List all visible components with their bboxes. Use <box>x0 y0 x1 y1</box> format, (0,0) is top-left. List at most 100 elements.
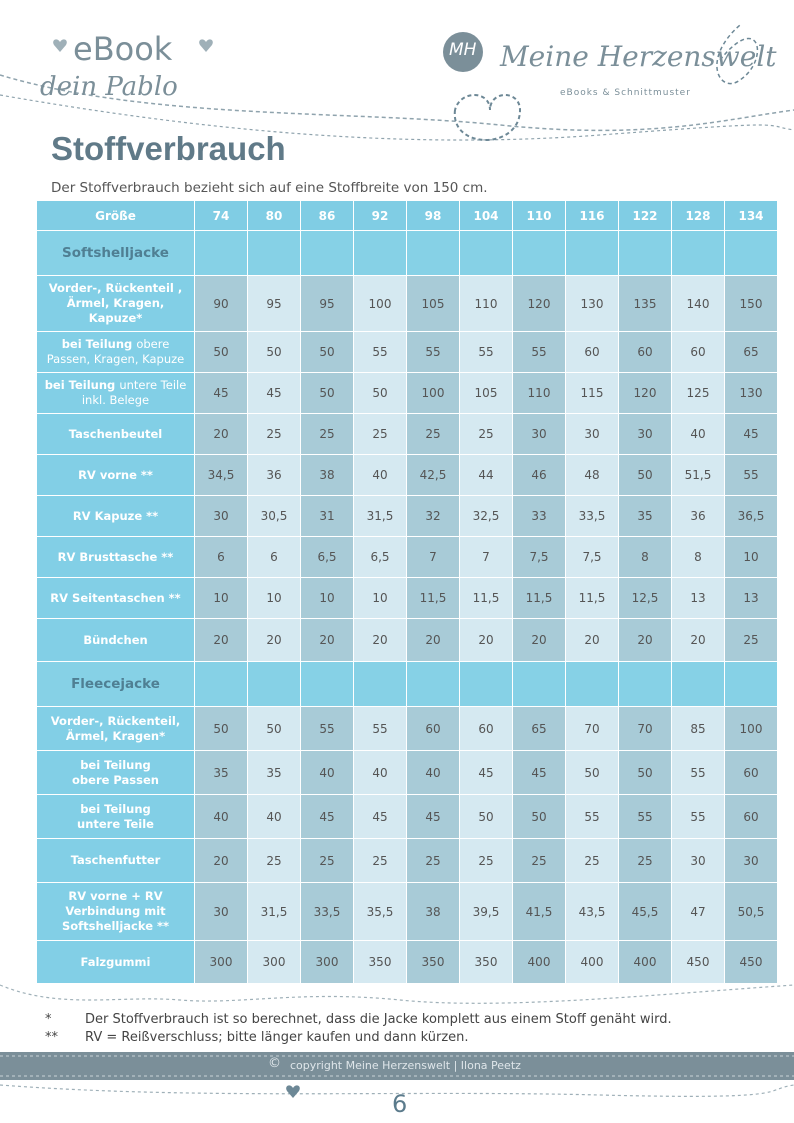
value-cell: 25 <box>353 838 407 883</box>
value-cell: 50 <box>247 706 301 751</box>
value-cell: 30 <box>618 413 672 455</box>
value-cell: 25 <box>618 838 672 883</box>
empty-cell <box>724 230 778 276</box>
value-cell: 12,5 <box>618 577 672 619</box>
header-cell: 128 <box>671 200 725 231</box>
value-cell: 30 <box>724 838 778 883</box>
section-row: Softshelljacke <box>36 230 778 276</box>
data-row: Bündchen 20 20 20 20 20 20 20 20 20 20 25 <box>36 618 778 662</box>
value-cell: 43,5 <box>565 882 619 941</box>
row-label: bei Teilung obere Passen, Kragen, Kapuze <box>36 331 195 373</box>
value-cell: 400 <box>565 940 619 984</box>
value-cell: 20 <box>300 618 354 662</box>
empty-cell <box>565 661 619 707</box>
header-cell: 98 <box>406 200 460 231</box>
value-cell: 11,5 <box>406 577 460 619</box>
row-label: Vorder-, Rückenteil, Ärmel, Kragen* <box>36 706 195 751</box>
empty-cell <box>512 661 566 707</box>
value-cell: 55 <box>459 331 513 373</box>
value-cell: 50 <box>618 454 672 496</box>
data-row: RV vorne ** 34,5 36 38 40 42,5 44 46 48 50 51,5 55 <box>36 454 778 496</box>
value-cell: 8 <box>671 536 725 578</box>
label-text: bei Teilung untere Teile <box>77 801 154 831</box>
row-label: Taschenfutter <box>36 838 195 883</box>
header-cell: Größe <box>36 200 195 231</box>
label-note: obere Passen, Kragen, Kapuze <box>46 337 185 366</box>
value-cell: 10 <box>194 577 248 619</box>
row-label: RV vorne + RV Verbindung mit Softshellja… <box>36 882 195 941</box>
empty-cell <box>618 230 672 276</box>
value-cell: 35,5 <box>353 882 407 941</box>
value-cell: 20 <box>565 618 619 662</box>
label-note: untere Teile inkl. Belege <box>81 378 187 407</box>
page-number: 6 <box>392 1090 408 1118</box>
empty-cell <box>459 230 513 276</box>
value-cell: 34,5 <box>194 454 248 496</box>
value-cell: 60 <box>459 706 513 751</box>
value-cell: 7,5 <box>512 536 566 578</box>
value-cell: 55 <box>565 794 619 839</box>
value-cell: 20 <box>459 618 513 662</box>
value-cell: 41,5 <box>512 882 566 941</box>
value-cell: 55 <box>512 331 566 373</box>
value-cell: 130 <box>724 372 778 414</box>
value-cell: 7 <box>459 536 513 578</box>
data-row: RV Kapuze ** 30 30,5 31 31,5 32 32,5 33 33,5 35 36… <box>36 495 778 537</box>
logo-initials: MH <box>449 40 477 60</box>
value-cell: 32 <box>406 495 460 537</box>
header-cell: 122 <box>618 200 672 231</box>
label-text: Vorder-, Rückenteil , Ärmel, Kragen, Kap… <box>48 281 183 325</box>
footnote-text: Der Stoffverbrauch ist so berechnet, das… <box>85 1012 672 1027</box>
value-cell: 33,5 <box>565 495 619 537</box>
ebook: eBook <box>73 30 173 68</box>
row-label: bei Teilung obere Passen <box>36 750 195 795</box>
empty-cell <box>724 661 778 707</box>
value-cell: 400 <box>618 940 672 984</box>
value-cell: 25 <box>459 413 513 455</box>
data-row: RV Brusttasche ** 6 6 6,5 6,5 7 7 7,5 7,5 8 8 10 <box>36 536 778 578</box>
value-cell: 30 <box>194 882 248 941</box>
section-title: Softshelljacke <box>36 230 195 276</box>
value-cell: 130 <box>565 275 619 332</box>
value-cell: 39,5 <box>459 882 513 941</box>
footnote-text: RV = Reißverschluss; bitte länger kaufen… <box>85 1030 469 1045</box>
value-cell: 45,5 <box>618 882 672 941</box>
value-cell: 51,5 <box>671 454 725 496</box>
usage-table: Größe 74 80 86 92 98 104 110 116 122 128 134 Softshe… <box>36 200 778 984</box>
value-cell: 135 <box>618 275 672 332</box>
value-cell: 42,5 <box>406 454 460 496</box>
label-text: bei Teilung <box>61 337 133 351</box>
value-cell: 20 <box>194 618 248 662</box>
value-cell: 10 <box>724 536 778 578</box>
value-cell: 350 <box>459 940 513 984</box>
value-cell: 31,5 <box>353 495 407 537</box>
value-cell: 25 <box>724 618 778 662</box>
empty-cell <box>671 230 725 276</box>
value-cell: 100 <box>724 706 778 751</box>
data-row: RV Seitentaschen ** 10 10 10 10 11,5 11,5 11,5 1… <box>36 577 778 619</box>
value-cell: 6 <box>194 536 248 578</box>
row-label: RV Seitentaschen ** <box>36 577 195 619</box>
label-text: RV Brusttasche ** <box>57 549 174 564</box>
label-text: Falzgummi <box>80 954 151 969</box>
value-cell: 350 <box>406 940 460 984</box>
value-cell: 60 <box>565 331 619 373</box>
data-row: Taschenbeutel 20 25 25 25 25 25 30 30 30 40 45 <box>36 413 778 455</box>
label-text: RV vorne ** <box>78 467 153 482</box>
value-cell: 55 <box>618 794 672 839</box>
value-cell: 33,5 <box>300 882 354 941</box>
value-cell: 25 <box>353 413 407 455</box>
section-row: Fleecejacke <box>36 661 778 707</box>
value-cell: 55 <box>671 750 725 795</box>
footnote-mark: ** <box>45 1030 58 1045</box>
label-text: Taschenbeutel <box>68 426 163 441</box>
value-cell: 25 <box>247 413 301 455</box>
value-cell: 48 <box>565 454 619 496</box>
value-cell: 55 <box>353 706 407 751</box>
value-cell: 36,5 <box>724 495 778 537</box>
row-label: Bündchen <box>36 618 195 662</box>
footnote: * Der Stoffverbrauch ist so berechnet, da… <box>45 1011 672 1029</box>
data-row: Falzgummi 300 300 300 350 350 350 400 400 400 450 4… <box>36 940 778 984</box>
header-row: Größe 74 80 86 92 98 104 110 116 122 128 134 <box>36 200 778 231</box>
